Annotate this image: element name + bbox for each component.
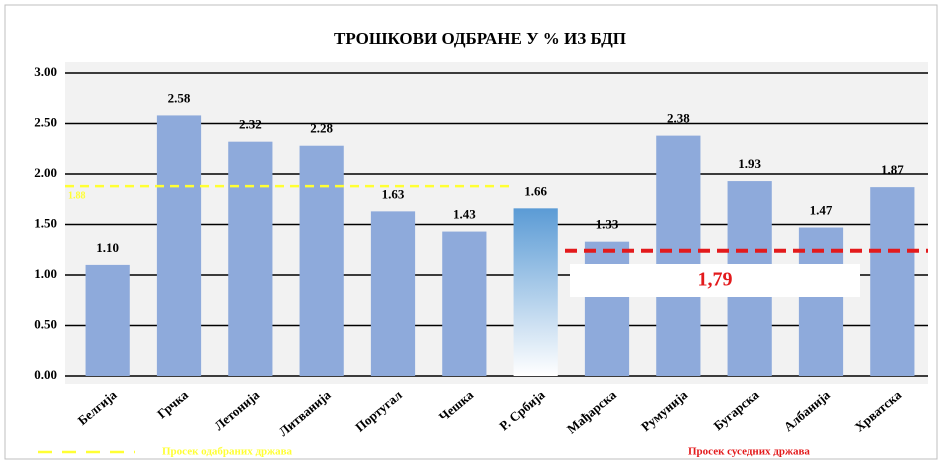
legend-label: Просек одабраних држава xyxy=(162,446,293,458)
reference-label: 1.88 xyxy=(68,190,86,201)
bar xyxy=(370,211,416,376)
legend-label: Просек суседних држава xyxy=(688,446,810,458)
data-label: 1.47 xyxy=(810,203,833,218)
y-tick-label: 1.00 xyxy=(34,266,57,281)
data-label: 2.38 xyxy=(667,111,690,126)
data-label: 1.66 xyxy=(524,183,547,198)
y-tick-label: 0.00 xyxy=(34,367,57,382)
data-label: 1.43 xyxy=(453,207,476,222)
y-tick-label: 2.00 xyxy=(34,165,57,180)
data-label: 1.87 xyxy=(881,162,904,177)
data-label: 2.32 xyxy=(239,117,262,132)
data-label: 2.58 xyxy=(168,90,191,105)
data-label: 2.28 xyxy=(310,121,333,136)
bar xyxy=(656,135,701,376)
y-tick-label: 1.50 xyxy=(34,215,57,230)
annotation-box xyxy=(570,264,860,297)
data-label: 1.93 xyxy=(738,156,761,171)
plot-area xyxy=(65,62,928,384)
bar xyxy=(442,231,487,376)
bar xyxy=(85,264,130,376)
chart-title: ТРОШКОВИ ОДБРАНЕ У % ИЗ БДП xyxy=(334,29,626,48)
bar xyxy=(156,115,202,377)
bar xyxy=(299,145,344,376)
data-label: 1.33 xyxy=(596,217,619,232)
bar xyxy=(228,141,273,376)
bar xyxy=(513,208,558,376)
bar xyxy=(584,241,630,376)
annotation: 1,79 xyxy=(698,269,733,291)
y-tick-label: 2.50 xyxy=(34,114,57,129)
bar xyxy=(870,187,915,376)
y-tick-label: 0.50 xyxy=(34,316,57,331)
data-label: 1.10 xyxy=(96,240,119,255)
data-label: 1.63 xyxy=(382,186,405,201)
y-tick-label: 3.00 xyxy=(34,64,57,79)
